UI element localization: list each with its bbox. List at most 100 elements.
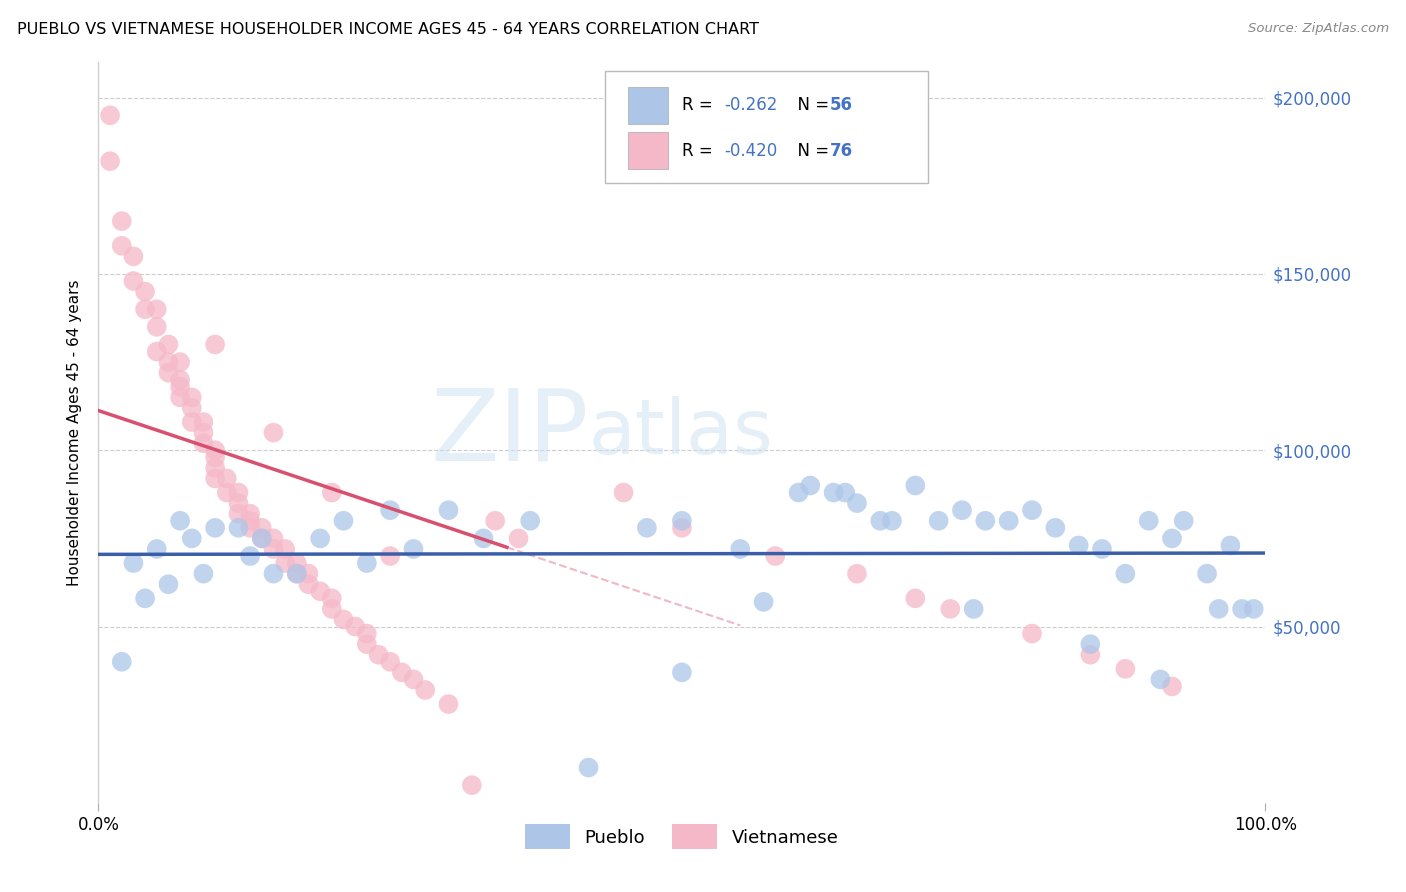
Point: [437, 503, 460, 517]
Text: ZIP: ZIP: [430, 384, 589, 481]
Text: PUEBLO VS VIETNAMESE HOUSEHOLDER INCOME AGES 45 - 64 YEARS CORRELATION CHART: PUEBLO VS VIETNAMESE HOUSEHOLDER INCOME …: [17, 22, 759, 37]
Point: [193, 436, 215, 450]
Point: [380, 503, 402, 517]
Point: [309, 532, 332, 546]
Point: [180, 415, 202, 429]
Point: [752, 595, 775, 609]
Point: [846, 496, 869, 510]
Point: [134, 591, 156, 606]
Point: [169, 380, 191, 394]
Point: [356, 556, 378, 570]
Point: [939, 602, 962, 616]
Point: [367, 648, 389, 662]
Point: [1137, 514, 1160, 528]
Point: [1080, 648, 1102, 662]
Point: [262, 425, 284, 440]
Point: [215, 485, 238, 500]
Point: [1045, 521, 1067, 535]
Point: [578, 760, 600, 774]
Point: [1114, 566, 1136, 581]
Point: [1021, 503, 1043, 517]
Point: [1195, 566, 1218, 581]
Point: [169, 355, 191, 369]
Point: [204, 450, 226, 465]
Point: [274, 541, 297, 556]
Point: [297, 566, 319, 581]
Point: [1149, 673, 1171, 687]
Point: [332, 514, 354, 528]
Text: atlas: atlas: [589, 396, 773, 469]
Point: [671, 665, 693, 680]
Point: [356, 637, 378, 651]
Point: [250, 532, 273, 546]
Point: [484, 514, 506, 528]
Point: [321, 602, 343, 616]
Point: [380, 549, 402, 563]
Point: [262, 541, 284, 556]
Point: [321, 591, 343, 606]
Y-axis label: Householder Income Ages 45 - 64 years: Householder Income Ages 45 - 64 years: [67, 279, 83, 586]
Point: [193, 425, 215, 440]
Point: [391, 665, 413, 680]
Point: [846, 566, 869, 581]
Point: [332, 612, 354, 626]
Point: [1219, 538, 1241, 552]
Point: [787, 485, 810, 500]
Point: [274, 556, 297, 570]
Point: [380, 655, 402, 669]
Text: -0.262: -0.262: [724, 96, 778, 114]
Point: [180, 532, 202, 546]
Point: [146, 541, 169, 556]
Point: [730, 541, 752, 556]
Point: [1067, 538, 1090, 552]
Point: [98, 154, 121, 169]
Point: [834, 485, 856, 500]
Point: [228, 507, 250, 521]
Point: [671, 521, 693, 535]
Point: [1080, 637, 1102, 651]
Point: [309, 584, 332, 599]
Point: [402, 673, 425, 687]
Point: [636, 521, 658, 535]
Point: [1173, 514, 1195, 528]
Point: [111, 655, 134, 669]
Point: [146, 344, 169, 359]
Point: [157, 366, 180, 380]
Point: [869, 514, 891, 528]
Point: [204, 337, 226, 351]
Point: [122, 556, 145, 570]
Point: [519, 514, 541, 528]
Point: [228, 496, 250, 510]
Point: [1021, 626, 1043, 640]
Point: [134, 302, 156, 317]
Point: [204, 443, 226, 458]
Point: [904, 591, 927, 606]
Point: [157, 337, 180, 351]
Point: [180, 401, 202, 415]
Point: [1161, 680, 1184, 694]
Point: [928, 514, 950, 528]
Point: [1161, 532, 1184, 546]
Point: [285, 566, 308, 581]
Text: N =: N =: [787, 142, 835, 160]
Point: [1091, 541, 1114, 556]
Text: Source: ZipAtlas.com: Source: ZipAtlas.com: [1249, 22, 1389, 36]
Point: [285, 556, 308, 570]
Point: [250, 521, 273, 535]
Point: [613, 485, 636, 500]
Point: [146, 302, 169, 317]
Point: [1243, 602, 1265, 616]
Point: [285, 566, 308, 581]
Point: [146, 319, 169, 334]
Point: [461, 778, 484, 792]
Point: [671, 514, 693, 528]
Point: [228, 485, 250, 500]
Text: R =: R =: [682, 142, 718, 160]
Point: [215, 471, 238, 485]
Point: [134, 285, 156, 299]
Point: [402, 541, 425, 556]
Point: [228, 521, 250, 535]
Point: [204, 471, 226, 485]
Point: [262, 566, 284, 581]
Legend: Pueblo, Vietnamese: Pueblo, Vietnamese: [517, 817, 846, 856]
